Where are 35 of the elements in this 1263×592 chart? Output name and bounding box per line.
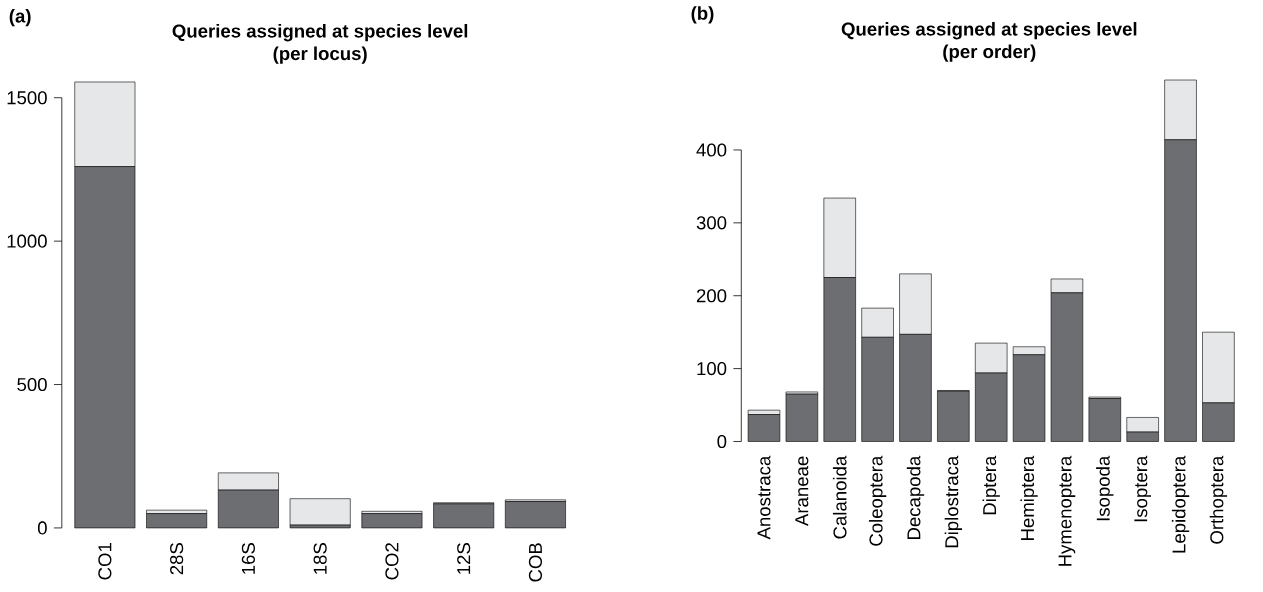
x-tick-label: 16S (241, 543, 255, 574)
y-tick-label: 100 (697, 362, 727, 376)
x-tick-label: Decapoda (906, 455, 925, 540)
y-tick-label: 400 (696, 143, 727, 157)
x-tick-label: Isoptera (1134, 455, 1151, 522)
x-tick-label: COB (528, 543, 543, 582)
x-tick-label: Orthoptera (1209, 455, 1228, 544)
x-tick-label: Hemiptera (1020, 455, 1038, 541)
chart-subtitle: (per locus) (273, 46, 367, 64)
y-tick-label: 1500 (7, 91, 47, 105)
x-tick-label: Diplostraca (944, 455, 962, 548)
x-tick-label: CO2 (385, 543, 399, 580)
chart-title: Queries assigned at species level (172, 24, 468, 42)
text: (b) (691, 6, 714, 24)
x-tick-label: Calanoida (832, 455, 847, 539)
x-tick-label: 28S (170, 543, 184, 575)
chart-title: Queries assigned at species level (841, 22, 1137, 40)
y-tick-label: 200 (696, 289, 727, 303)
chart-subtitle: (per order) (943, 44, 1036, 62)
y-tick-label: 1000 (7, 234, 47, 248)
x-tick-label: Diptera (982, 455, 1000, 515)
x-tick-label: Coleoptera (868, 455, 887, 546)
x-tick-label: 18S (313, 543, 327, 574)
x-tick-label: Lepidoptera (1171, 455, 1190, 553)
y-tick-label: 0 (717, 435, 727, 449)
y-tick-label: 500 (17, 378, 47, 392)
y-tick-label: 0 (37, 521, 47, 535)
x-tick-label: Isopoda (1096, 455, 1114, 521)
x-tick-label: Anostraca (757, 455, 771, 540)
x-tick-label: Hymenoptera (1058, 455, 1076, 566)
x-tick-label: Araneae (795, 456, 809, 527)
text: (a) (9, 9, 31, 27)
x-tick-label: 12S (457, 543, 471, 574)
x-tick-label: CO1 (98, 543, 112, 580)
y-tick-label: 300 (696, 216, 727, 230)
